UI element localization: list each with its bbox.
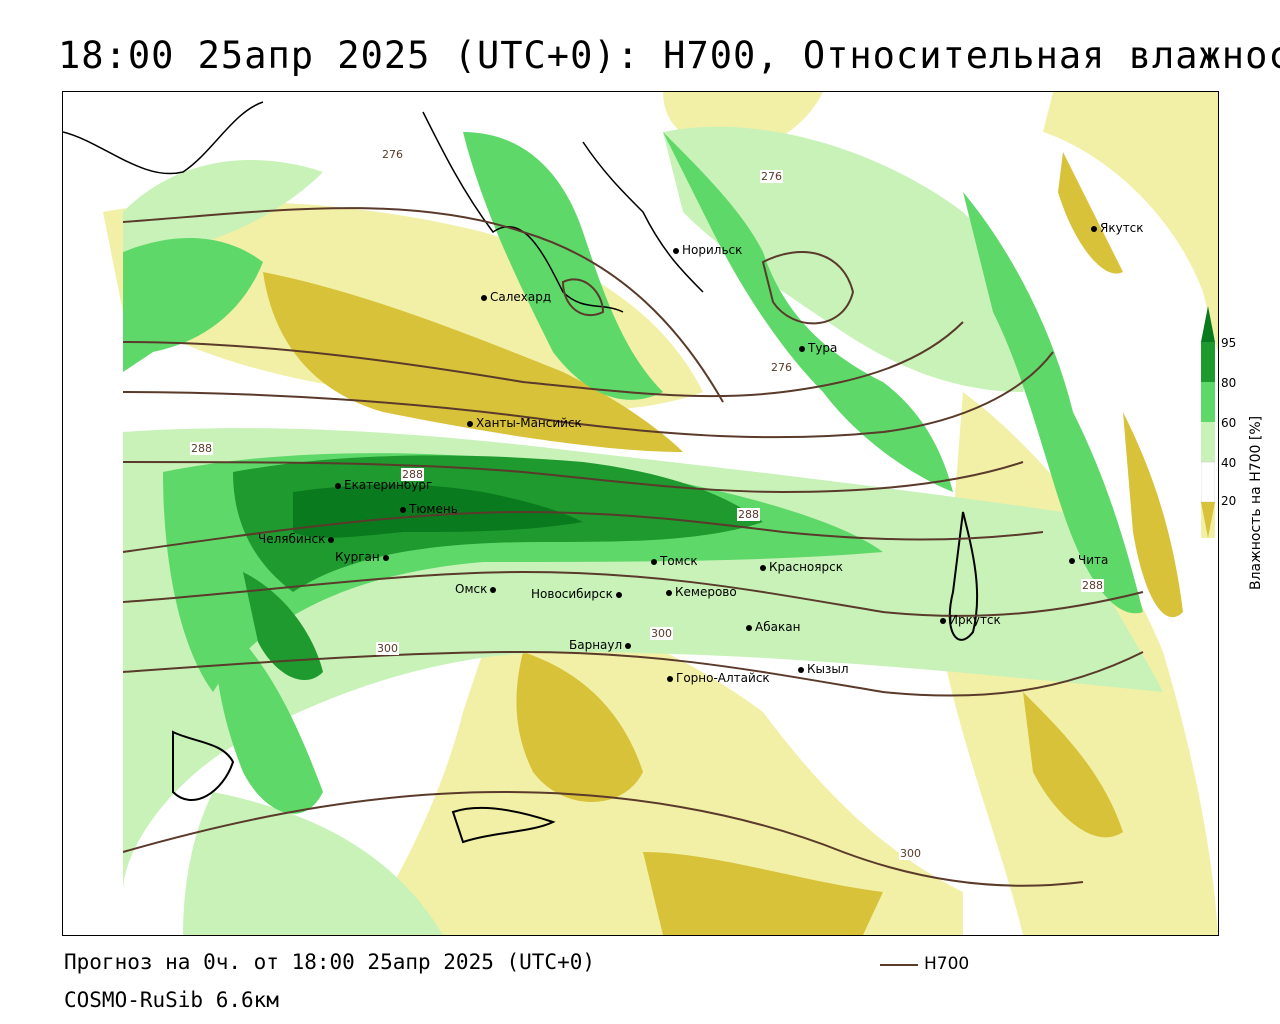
city-label: Красноярск (769, 560, 843, 574)
city-dot (940, 617, 946, 624)
contour-label: 276 (760, 170, 783, 183)
city-label: Горно-Алтайск (676, 671, 770, 685)
city-dot (673, 247, 679, 254)
city-label: Тюмень (409, 502, 458, 516)
city-yakutsk: Якутск (1091, 221, 1144, 235)
contour-label: 288 (737, 508, 760, 521)
map-title: 18:00 25апр 2025 (UTC+0): H700, Относите… (58, 34, 1280, 77)
contour-label: 276 (770, 361, 793, 374)
city-chelyabinsk: Челябинск (258, 532, 337, 546)
contour-label: 300 (376, 642, 399, 655)
city-kyzyl: Кызыл (798, 662, 849, 676)
city-label: Чита (1078, 553, 1109, 567)
city-label: Тура (808, 341, 838, 355)
city-norilsk: Норильск (673, 243, 742, 257)
city-dot (746, 624, 752, 631)
city-label: Барнаул (569, 638, 623, 652)
city-novosibirsk: Новосибирск (531, 587, 625, 601)
humidity-map (63, 92, 1218, 935)
city-label: Норильск (682, 243, 743, 257)
city-ekaterinburg: Екатеринбург (335, 478, 432, 492)
contour-legend-label: H700 (924, 954, 970, 974)
city-label: Иркутск (949, 613, 1001, 627)
city-label: Абакан (755, 620, 801, 634)
contour-label: 288 (1081, 579, 1104, 592)
city-dot (481, 294, 487, 301)
city-dot (1069, 557, 1075, 564)
city-tura: Тура (799, 341, 837, 355)
city-dot (667, 675, 673, 682)
colorbar-tick: 20 (1221, 494, 1237, 508)
contour-label: 300 (650, 627, 673, 640)
city-tyumen: Тюмень (400, 502, 458, 516)
contour-legend-line (880, 964, 918, 966)
city-tomsk: Томск (651, 554, 698, 568)
city-chita: Чита (1069, 553, 1108, 567)
colorbar-tick: 60 (1221, 416, 1237, 430)
city-salekhard: Салехард (481, 290, 551, 304)
model-name: COSMO-RuSib 6.6км (64, 988, 279, 1012)
city-label: Кемерово (675, 585, 737, 599)
city-dot (625, 642, 632, 649)
city-kemerovo: Кемерово (666, 585, 737, 599)
city-label: Ханты-Мансийск (476, 416, 582, 430)
city-label: Томск (660, 554, 698, 568)
contour-label: 288 (190, 442, 213, 455)
city-dot (335, 482, 341, 489)
city-label: Якутск (1100, 221, 1144, 235)
city-dot (666, 589, 672, 596)
city-dot (328, 536, 335, 543)
map-frame[interactable]: Салехард Норильск Якутск Тура Ханты-Манс… (62, 91, 1219, 936)
contour-label: 288 (401, 468, 424, 481)
city-kurgan: Курган (335, 550, 392, 564)
colorbar-tick: 95 (1221, 336, 1237, 350)
city-dot (760, 564, 766, 571)
city-gorno-altaysk: Горно-Алтайск (667, 671, 770, 685)
colorbar-tick: 40 (1221, 456, 1237, 470)
city-khanty-mansiysk: Ханты-Мансийск (467, 416, 582, 430)
city-dot (615, 591, 622, 598)
city-dot (400, 506, 406, 513)
colorbar (1201, 306, 1215, 538)
city-dot (1091, 225, 1097, 232)
forecast-info: Прогноз на 0ч. от 18:00 25апр 2025 (UTC+… (64, 950, 596, 974)
city-omsk: Омск (455, 582, 499, 596)
city-barnaul: Барнаул (569, 638, 634, 652)
city-label: Новосибирск (531, 587, 613, 601)
city-dot (651, 558, 657, 565)
city-label: Челябинск (258, 532, 326, 546)
city-dot (798, 666, 804, 673)
city-label: Екатеринбург (344, 478, 433, 492)
colorbar-tick: 80 (1221, 376, 1237, 390)
colorbar-title: Влажность на H700 [%] (1248, 415, 1264, 590)
contour-label: 300 (899, 847, 922, 860)
city-label: Омск (455, 582, 488, 596)
city-label: Курган (335, 550, 380, 564)
city-label: Кызыл (807, 662, 849, 676)
city-dot (490, 586, 497, 593)
city-dot (467, 420, 473, 427)
city-label: Салехард (490, 290, 552, 304)
city-irkutsk: Иркутск (940, 613, 1001, 627)
city-dot (799, 345, 805, 352)
city-dot (382, 554, 389, 561)
city-krasnoyarsk: Красноярск (760, 560, 843, 574)
contour-label: 276 (381, 148, 404, 161)
city-abakan: Абакан (746, 620, 800, 634)
